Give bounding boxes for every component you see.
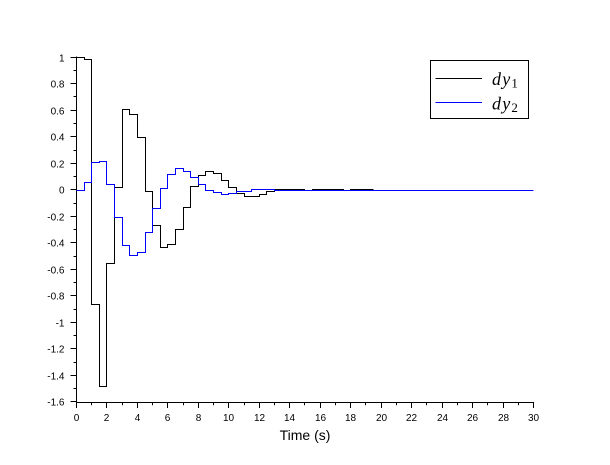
svg-text:22: 22 <box>406 413 418 424</box>
svg-text:0.4: 0.4 <box>51 132 65 143</box>
svg-text:0.6: 0.6 <box>51 106 65 117</box>
svg-text:-0.6: -0.6 <box>47 265 65 276</box>
svg-text:26: 26 <box>467 413 479 424</box>
svg-text:10: 10 <box>223 413 235 424</box>
svg-text:-1.6: -1.6 <box>47 397 65 408</box>
svg-text:-1: -1 <box>56 318 65 329</box>
svg-text:0.2: 0.2 <box>51 159 65 170</box>
svg-text:24: 24 <box>437 413 449 424</box>
svg-text:0: 0 <box>74 413 80 424</box>
svg-text:-0.4: -0.4 <box>47 238 65 249</box>
svg-text:Time (s): Time (s) <box>280 427 331 443</box>
svg-text:14: 14 <box>284 413 296 424</box>
svg-text:20: 20 <box>376 413 388 424</box>
svg-text:16: 16 <box>315 413 327 424</box>
svg-text:-0.8: -0.8 <box>47 291 65 302</box>
svg-text:1: 1 <box>59 53 65 64</box>
svg-text:0: 0 <box>59 185 65 196</box>
svg-text:-0.2: -0.2 <box>47 212 65 223</box>
svg-text:-1.4: -1.4 <box>47 371 65 382</box>
svg-text:12: 12 <box>254 413 266 424</box>
svg-text:4: 4 <box>135 413 141 424</box>
svg-text:30: 30 <box>528 413 540 424</box>
svg-text:2: 2 <box>104 413 110 424</box>
svg-text:28: 28 <box>498 413 510 424</box>
svg-text:6: 6 <box>165 413 171 424</box>
svg-text:8: 8 <box>196 413 202 424</box>
svg-text:18: 18 <box>345 413 357 424</box>
svg-text:0.8: 0.8 <box>51 79 65 90</box>
svg-text:-1.2: -1.2 <box>47 344 65 355</box>
